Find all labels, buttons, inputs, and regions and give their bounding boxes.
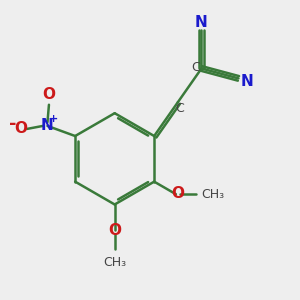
Text: C: C <box>191 61 200 74</box>
Text: N: N <box>241 74 254 89</box>
Text: O: O <box>14 122 28 136</box>
Text: CH₃: CH₃ <box>201 188 224 201</box>
Text: CH₃: CH₃ <box>103 256 126 269</box>
Text: +: + <box>49 115 58 124</box>
Text: O: O <box>108 223 121 238</box>
Text: N: N <box>195 15 208 30</box>
Text: C: C <box>175 102 184 115</box>
Text: -: - <box>9 115 17 133</box>
Text: O: O <box>42 87 56 102</box>
Text: N: N <box>41 118 54 134</box>
Text: O: O <box>171 186 184 201</box>
